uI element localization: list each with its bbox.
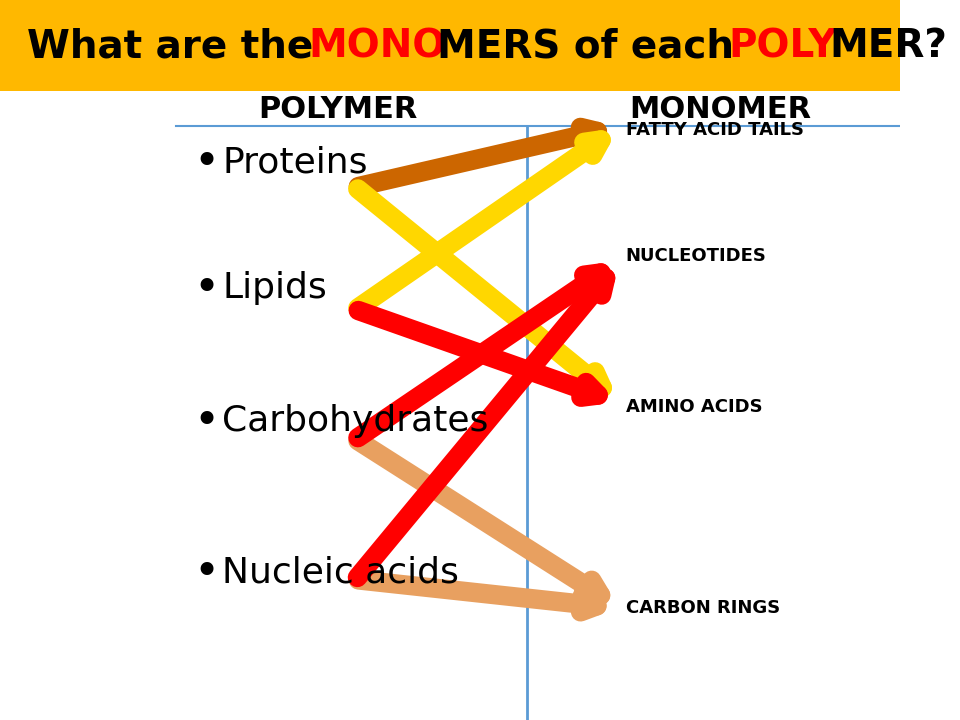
FancyBboxPatch shape: [0, 0, 900, 91]
Text: Lipids: Lipids: [223, 271, 327, 305]
Text: MONO: MONO: [308, 27, 445, 65]
Text: Carbohydrates: Carbohydrates: [223, 404, 489, 438]
Text: What are the: What are the: [27, 27, 326, 65]
Text: Nucleic acids: Nucleic acids: [223, 555, 459, 590]
Text: MERS of each: MERS of each: [437, 27, 748, 65]
Text: CARBON RINGS: CARBON RINGS: [626, 599, 780, 618]
Text: POLYMER: POLYMER: [258, 95, 418, 124]
Text: FATTY ACID TAILS: FATTY ACID TAILS: [626, 121, 804, 139]
Text: AMINO ACIDS: AMINO ACIDS: [626, 398, 762, 416]
Text: •: •: [194, 266, 220, 310]
Text: MONOMER: MONOMER: [629, 95, 811, 124]
Text: MER?: MER?: [829, 27, 948, 65]
Text: NUCLEOTIDES: NUCLEOTIDES: [626, 247, 767, 265]
Text: •: •: [194, 551, 220, 594]
Text: Proteins: Proteins: [223, 145, 368, 179]
Text: •: •: [194, 140, 220, 184]
Text: •: •: [194, 400, 220, 443]
Text: POLY: POLY: [729, 27, 836, 65]
